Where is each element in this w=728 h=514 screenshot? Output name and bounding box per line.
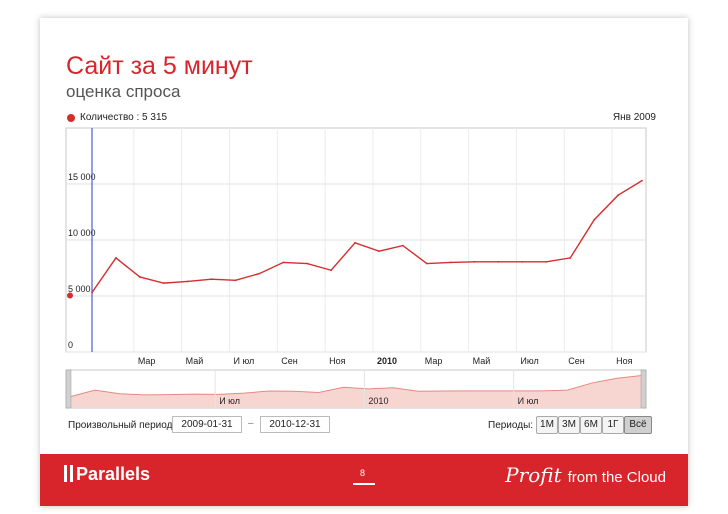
footer-slogan: Profit from the Cloud	[505, 463, 666, 487]
range-navigator[interactable]: И юл 2010 И юл	[65, 369, 647, 409]
series-line	[91, 180, 643, 293]
x-tick-label: Мар	[138, 356, 156, 366]
x-tick-label: Мар	[425, 356, 443, 366]
x-tick-label: Май	[473, 356, 491, 366]
x-tick-label: Июл	[520, 356, 538, 366]
period-button[interactable]: 1М	[536, 416, 558, 434]
page-number-underline	[353, 483, 375, 485]
logo-bar-icon	[70, 465, 73, 482]
period-button[interactable]: 6М	[580, 416, 602, 434]
navigator-area	[70, 375, 642, 408]
parallels-logo: Parallels	[64, 464, 150, 485]
data-point[interactable]	[306, 262, 309, 265]
range-controls: Произвольный период: – Периоды: 1М3М6М1Г…	[66, 414, 656, 436]
data-point[interactable]	[138, 276, 141, 278]
data-point[interactable]	[210, 278, 213, 281]
date-to-input[interactable]	[260, 416, 330, 433]
x-tick-label: И юл	[233, 356, 254, 366]
slogan-cloud: from the Cloud	[567, 469, 666, 486]
x-tick-label: 2010	[377, 356, 397, 366]
y-tick-label: 10 000	[68, 228, 96, 238]
main-plot: 0 5 000 10 000 15 000 Мар Май И юл Сен Ноя 2010 Ма…	[65, 127, 647, 366]
slide-title: Сайт за 5 минут	[66, 52, 253, 80]
y-tick-label: 5 000	[68, 284, 91, 294]
hover-point-marker	[67, 292, 73, 299]
navigator-label: И юл	[219, 396, 240, 406]
logo-text: Parallels	[76, 464, 151, 484]
date-from-input[interactable]	[172, 416, 242, 433]
date-range-dash: –	[248, 418, 254, 429]
logo-bar-icon	[64, 465, 67, 482]
data-point[interactable]	[473, 260, 476, 263]
navigator-label: И юл	[518, 396, 539, 406]
x-tick-label: Май	[186, 356, 204, 366]
chart-legend: Количество : 5 315 Янв 2009	[66, 110, 656, 126]
y-tick-label: 15 000	[68, 172, 96, 182]
data-point[interactable]	[497, 260, 500, 263]
data-point[interactable]	[545, 260, 548, 263]
legend-series-label: Количество : 5 315	[80, 112, 168, 123]
data-point[interactable]	[234, 279, 237, 282]
data-point[interactable]	[593, 218, 596, 221]
data-point[interactable]	[617, 194, 619, 197]
navigator-left-handle[interactable]	[65, 369, 72, 409]
series-marker-icon	[67, 114, 75, 122]
slide-footer: Parallels 8 Profit from the Cloud	[40, 454, 688, 506]
data-point[interactable]	[449, 261, 452, 264]
page-number: 8	[360, 468, 366, 478]
data-point[interactable]	[569, 257, 572, 259]
data-point[interactable]	[282, 261, 285, 264]
x-tick-label: Сен	[568, 356, 585, 366]
period-button[interactable]: 1Г	[602, 416, 624, 434]
x-tick-label: Ноя	[616, 356, 633, 366]
data-point[interactable]	[401, 244, 404, 247]
data-point[interactable]	[258, 272, 261, 275]
period-button[interactable]: Всё	[624, 416, 652, 434]
data-point[interactable]	[162, 282, 165, 285]
data-point[interactable]	[354, 241, 356, 244]
x-tick-label: Ноя	[329, 356, 346, 366]
x-tick-label: Сен	[281, 356, 298, 366]
period-button[interactable]: 3М	[558, 416, 580, 434]
slogan-profit: Profit	[505, 463, 562, 487]
custom-period-label: Произвольный период:	[68, 420, 176, 431]
y-tick-label: 0	[68, 340, 73, 350]
data-point[interactable]	[330, 269, 333, 272]
data-point[interactable]	[521, 260, 524, 263]
data-point[interactable]	[641, 179, 643, 182]
legend-date-label: Янв 2009	[612, 112, 656, 123]
data-point[interactable]	[115, 257, 117, 259]
slide-subtitle: оценка спроса	[66, 82, 181, 101]
data-point[interactable]	[425, 262, 428, 265]
navigator-label: 2010	[368, 396, 388, 406]
data-point[interactable]	[378, 250, 380, 253]
navigator-line	[69, 374, 643, 398]
periods-label: Периоды:	[488, 420, 534, 431]
data-point[interactable]	[91, 291, 93, 294]
data-point[interactable]	[186, 280, 189, 283]
navigator-right-handle[interactable]	[640, 369, 647, 409]
